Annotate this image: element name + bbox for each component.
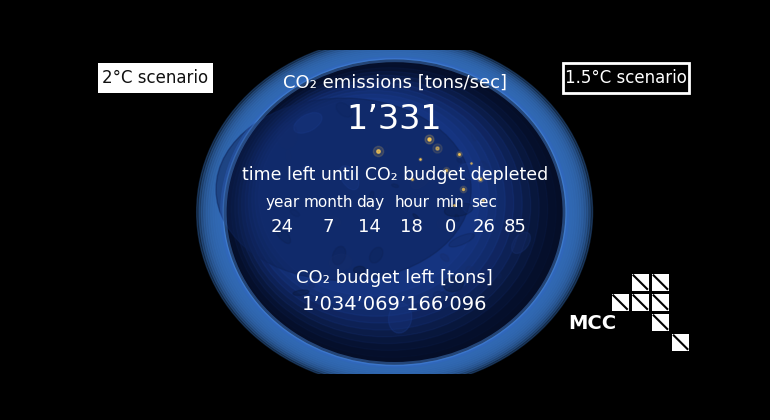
Bar (631, 274, 649, 291)
Ellipse shape (302, 165, 310, 176)
Bar (652, 294, 669, 311)
Text: 1’331: 1’331 (346, 103, 443, 136)
Ellipse shape (199, 39, 591, 385)
Text: min: min (436, 195, 465, 210)
Ellipse shape (231, 68, 547, 350)
Ellipse shape (370, 247, 383, 263)
Ellipse shape (388, 303, 412, 333)
Ellipse shape (245, 83, 514, 323)
Bar (563, 63, 689, 93)
Ellipse shape (353, 266, 365, 273)
Text: 85: 85 (504, 218, 526, 236)
Ellipse shape (211, 49, 578, 375)
Bar (611, 294, 628, 311)
Ellipse shape (444, 203, 473, 216)
Ellipse shape (449, 234, 474, 247)
Ellipse shape (249, 87, 505, 316)
Ellipse shape (242, 79, 522, 330)
Ellipse shape (255, 94, 488, 302)
Text: sec: sec (470, 195, 497, 210)
Ellipse shape (444, 277, 464, 292)
Ellipse shape (462, 202, 476, 214)
Ellipse shape (411, 170, 431, 189)
Ellipse shape (294, 113, 322, 133)
Ellipse shape (340, 166, 359, 190)
Ellipse shape (238, 75, 531, 337)
Bar (652, 274, 669, 291)
Text: MCC: MCC (568, 314, 616, 333)
Text: time left until CO₂ budget depleted: time left until CO₂ budget depleted (242, 166, 547, 184)
Text: hour: hour (394, 195, 429, 210)
Ellipse shape (208, 47, 581, 378)
Ellipse shape (216, 52, 574, 372)
Ellipse shape (437, 219, 452, 231)
Ellipse shape (440, 254, 449, 262)
Text: 26: 26 (472, 218, 495, 236)
Text: 24: 24 (271, 218, 293, 236)
Ellipse shape (259, 98, 480, 296)
Ellipse shape (220, 56, 569, 368)
Ellipse shape (459, 163, 489, 181)
Ellipse shape (480, 161, 490, 173)
Ellipse shape (218, 54, 571, 370)
Ellipse shape (203, 43, 586, 381)
Ellipse shape (290, 210, 300, 217)
Ellipse shape (235, 71, 539, 344)
Ellipse shape (498, 121, 504, 125)
Ellipse shape (196, 37, 593, 387)
Text: day: day (356, 195, 384, 210)
Ellipse shape (413, 214, 419, 220)
Ellipse shape (470, 126, 477, 141)
Text: 18: 18 (400, 218, 423, 236)
Ellipse shape (309, 284, 314, 288)
Text: 1’034’069’166’096: 1’034’069’166’096 (302, 295, 487, 314)
Ellipse shape (277, 123, 297, 149)
Ellipse shape (392, 184, 399, 187)
Ellipse shape (330, 254, 352, 270)
Ellipse shape (336, 102, 352, 117)
Bar (631, 294, 649, 311)
Ellipse shape (455, 214, 459, 221)
Ellipse shape (465, 266, 477, 282)
Ellipse shape (333, 246, 346, 265)
Ellipse shape (252, 90, 497, 310)
Bar (652, 314, 669, 331)
Text: 0: 0 (445, 218, 456, 236)
Text: 1.5°C scenario: 1.5°C scenario (565, 69, 687, 87)
Ellipse shape (213, 50, 576, 374)
Ellipse shape (385, 144, 388, 149)
Text: year: year (265, 195, 300, 210)
Ellipse shape (434, 291, 457, 311)
Text: month: month (304, 195, 353, 210)
Ellipse shape (415, 199, 427, 206)
Ellipse shape (274, 224, 290, 244)
Bar (98, 63, 213, 93)
Text: 14: 14 (358, 218, 381, 236)
Ellipse shape (498, 274, 501, 278)
Ellipse shape (225, 60, 564, 364)
Ellipse shape (201, 41, 588, 383)
Text: CO₂ budget left [tons]: CO₂ budget left [tons] (296, 269, 493, 287)
Ellipse shape (206, 45, 584, 380)
Ellipse shape (370, 192, 374, 199)
Ellipse shape (286, 151, 290, 161)
Ellipse shape (216, 98, 471, 281)
Text: CO₂ emissions [tons/sec]: CO₂ emissions [tons/sec] (283, 74, 507, 92)
Bar (672, 334, 689, 351)
Ellipse shape (511, 232, 531, 253)
Text: 2°C scenario: 2°C scenario (102, 69, 208, 87)
Ellipse shape (457, 159, 462, 163)
Ellipse shape (293, 290, 309, 295)
Ellipse shape (374, 299, 382, 305)
Ellipse shape (330, 217, 340, 226)
Text: 7: 7 (323, 218, 334, 236)
